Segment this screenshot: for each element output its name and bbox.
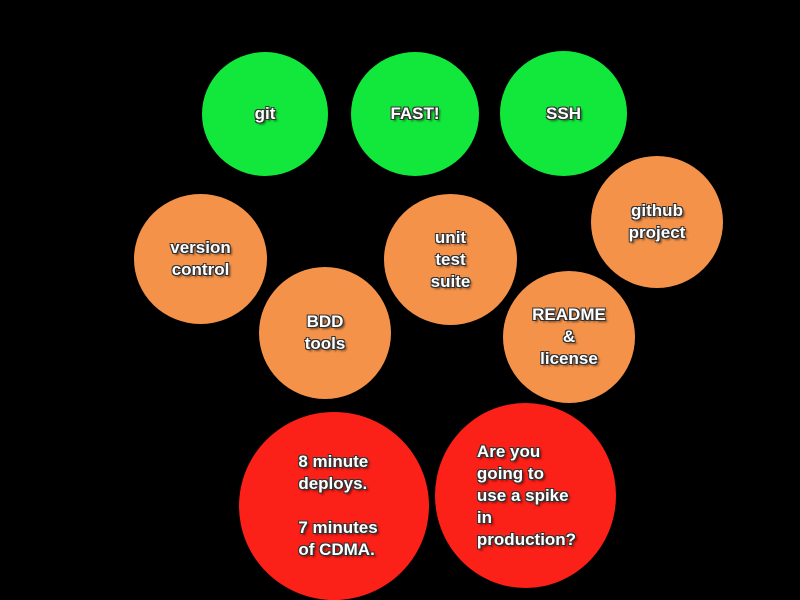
fast-label: FAST!	[390, 104, 440, 123]
deploy-time-label: 8 minute deploys. 7 minutes of CDMA.	[298, 452, 378, 559]
version-control-bubble: version control	[134, 194, 267, 324]
spike-question-label: Are you going to use a spike in producti…	[476, 441, 577, 549]
ssh-bubble: SSH	[500, 51, 627, 176]
readme-license-bubble: README & license	[503, 271, 635, 403]
fast-bubble: FAST!	[351, 52, 479, 176]
github-project-bubble: github project	[591, 156, 723, 288]
version-control-label: version control	[170, 238, 231, 279]
bdd-tools-label: BDD tools	[304, 312, 346, 353]
github-project-label: github project	[628, 201, 686, 242]
ssh-label: SSH	[546, 103, 581, 123]
unit-test-suite-label: unit test suite	[430, 227, 471, 291]
spike-question-bubble: Are you going to use a spike in producti…	[435, 403, 616, 588]
git-bubble: git	[202, 52, 328, 176]
git-label: git	[254, 104, 276, 123]
deploy-time-bubble: 8 minute deploys. 7 minutes of CDMA.	[239, 412, 429, 600]
bdd-tools-bubble: BDD tools	[259, 267, 391, 399]
readme-license-label: README & license	[532, 305, 606, 368]
unit-test-suite-bubble: unit test suite	[384, 194, 517, 325]
